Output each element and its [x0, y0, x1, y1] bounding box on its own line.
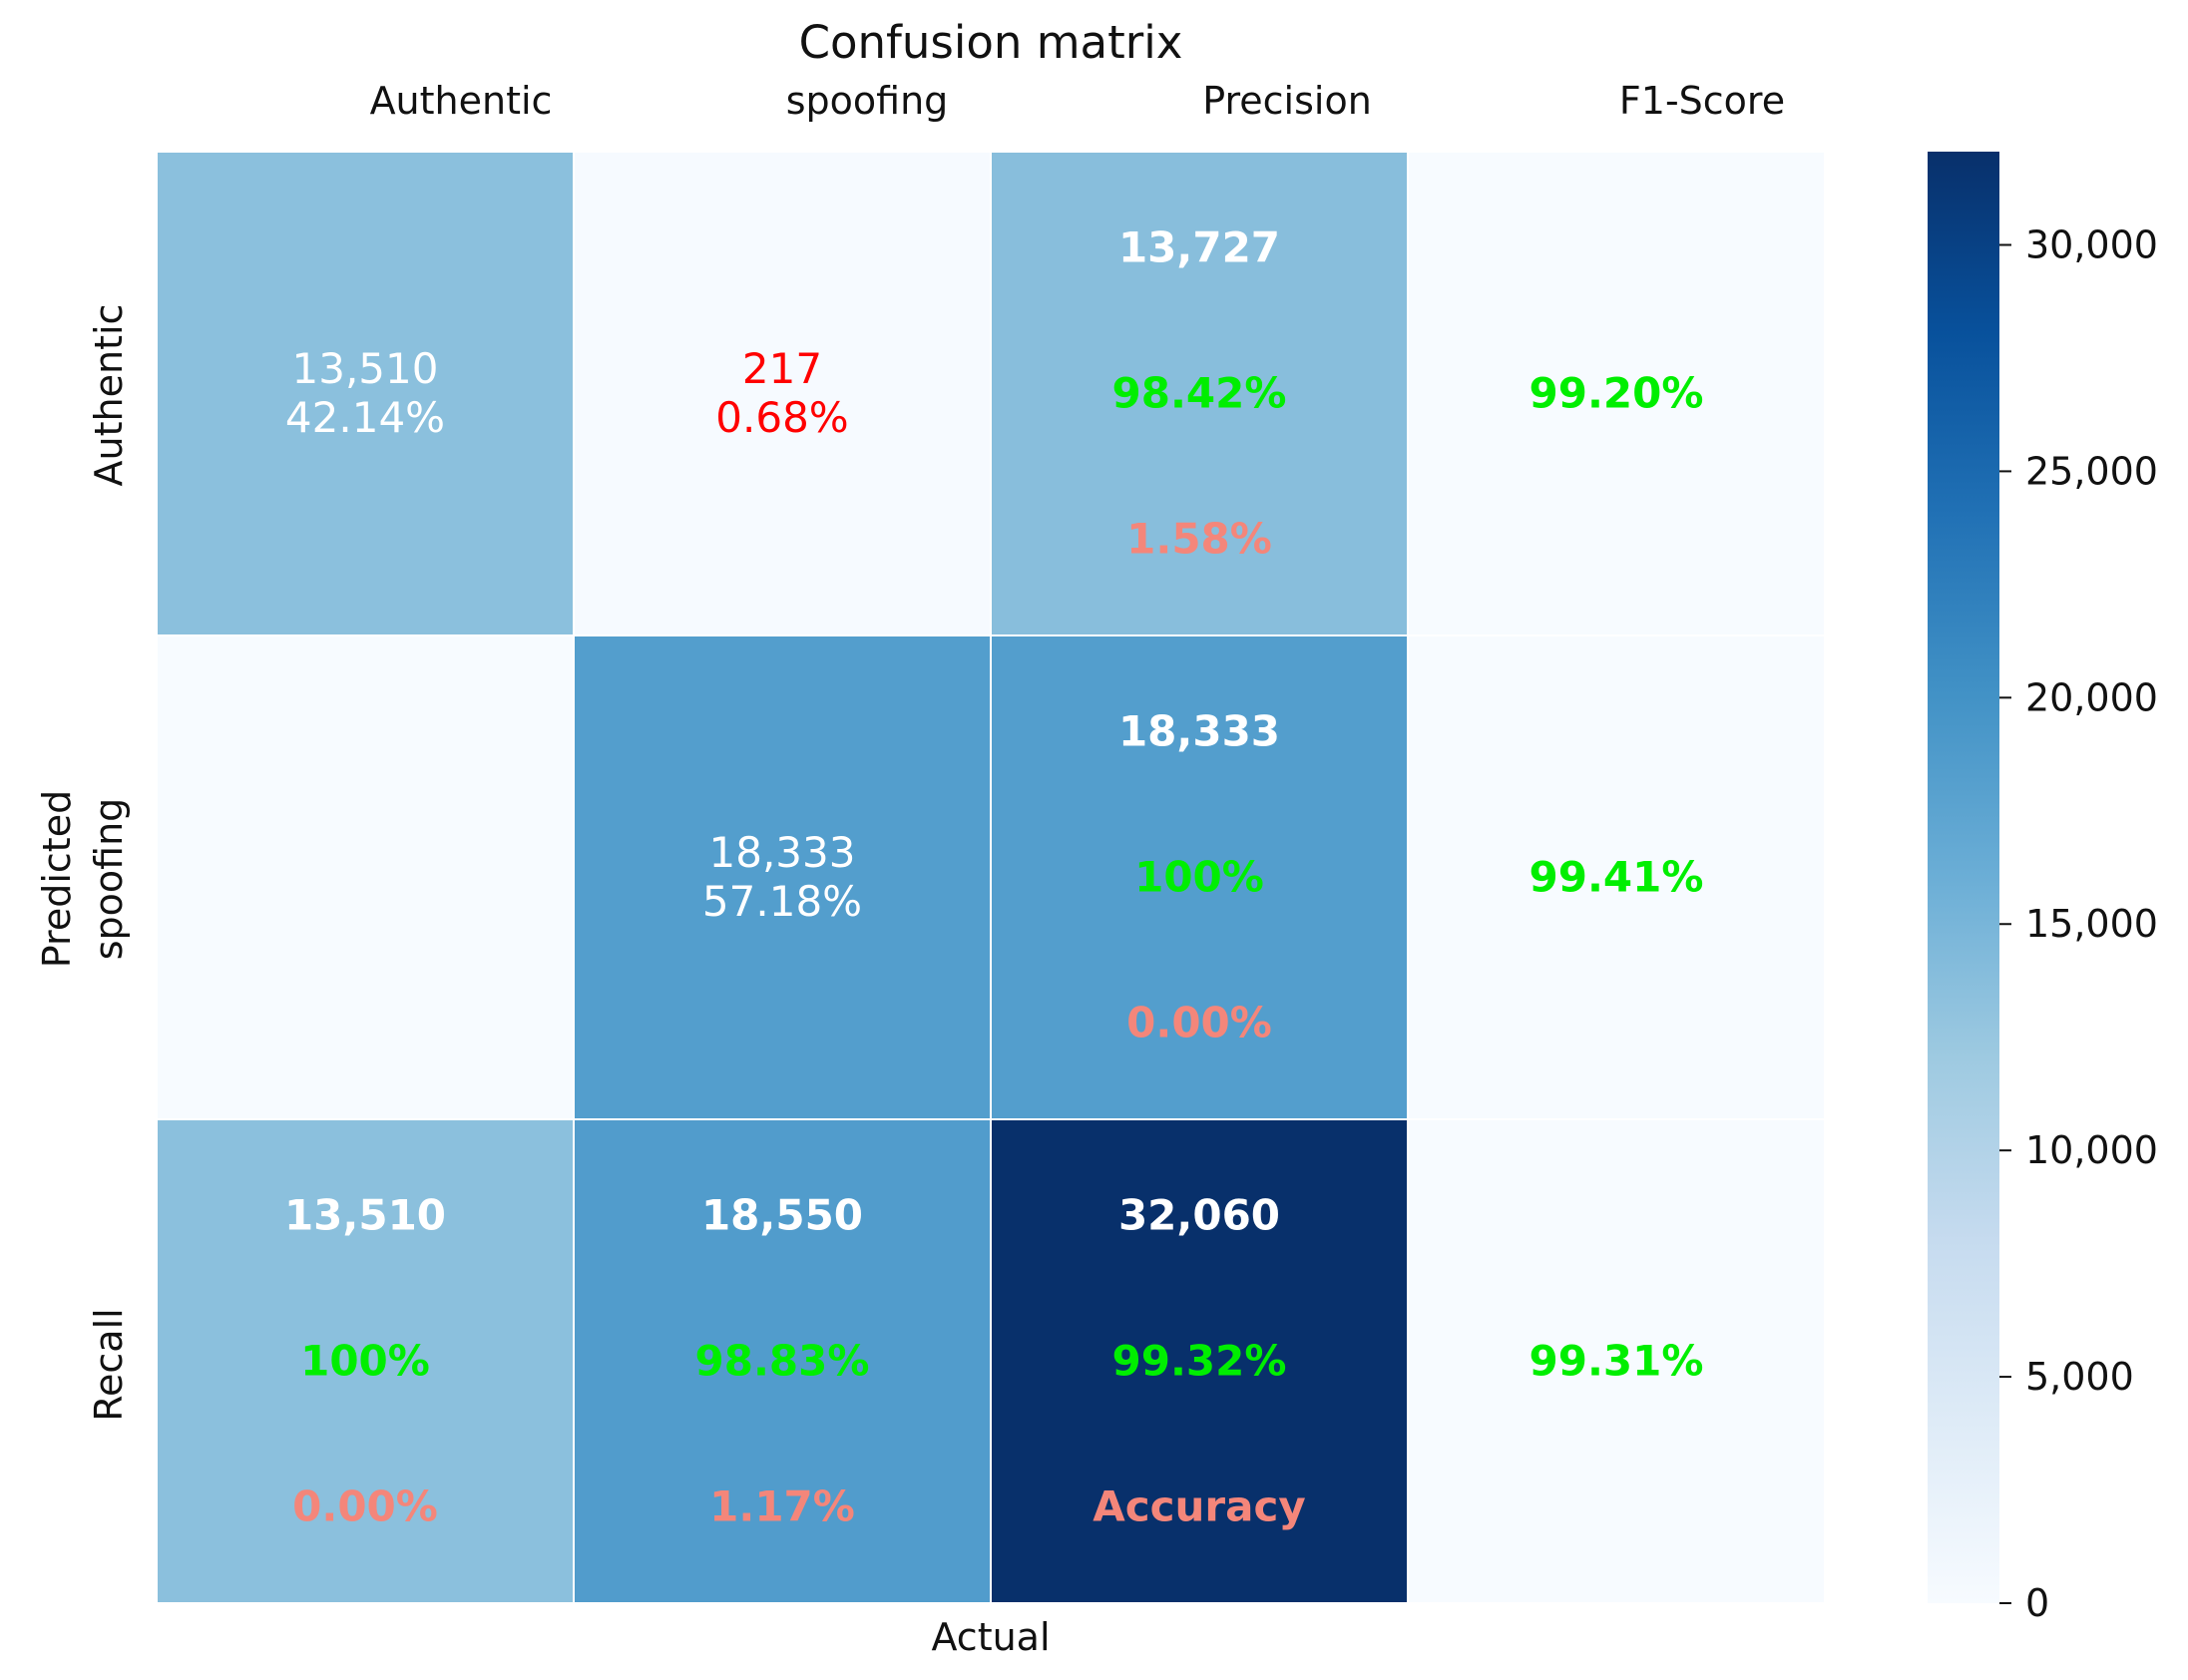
cell-label-r0-c1-1: 0.68%: [715, 393, 848, 442]
colorbar-tick-label-3: 15,000: [2025, 902, 2158, 946]
cell-label-r2-c2-2: Accuracy: [1093, 1482, 1306, 1531]
cell-label-r2-c2-0: 32,060: [1118, 1191, 1280, 1240]
heatmap-cell-r1-c0: [156, 634, 575, 1120]
heatmap-cell-r1-c1: [573, 634, 992, 1120]
row-label-authentic: Authentic: [87, 304, 131, 487]
column-label-f1-score: F1-Score: [1619, 79, 1785, 123]
colorbar-tick-label-2: 10,000: [2025, 1128, 2158, 1172]
cell-label-r2-c1-2: 1.17%: [709, 1482, 855, 1531]
colorbar: 0 5,000 10,000 15,000 20,000 25,000 30,000: [1928, 152, 2158, 1625]
heatmap-cell-r0-c2: [990, 151, 1409, 636]
colorbar-ticks: 0 5,000 10,000 15,000 20,000 25,000 30,000: [1999, 222, 2158, 1625]
heatmap-cell-r0-c1: [573, 151, 992, 636]
cell-label-r2-c0-0: 13,510: [284, 1191, 446, 1240]
cell-label-r2-c0-1: 100%: [300, 1337, 430, 1386]
heatmap-cell-r2-c1: [573, 1118, 992, 1604]
column-label-spoofing: spoofing: [786, 79, 949, 123]
heatmap-cell-r2-c3: [1407, 1118, 1826, 1604]
cell-label-r2-c2-1: 99.32%: [1112, 1337, 1287, 1386]
cell-label-r0-c3-0: 99.20%: [1530, 369, 1704, 418]
cell-label-r0-c2-2: 1.58%: [1126, 515, 1272, 564]
heatmap-cells: 13,51042.14%2170.68%13,72798.42%1.58%99.…: [156, 151, 1826, 1604]
column-label-precision: Precision: [1202, 79, 1372, 123]
colorbar-tick-label-0: 0: [2025, 1581, 2049, 1625]
heatmap-cell-r0-c0: [156, 151, 575, 636]
colorbar-tick-label-6: 30,000: [2025, 222, 2158, 266]
row-label-recall: Recall: [87, 1308, 131, 1421]
x-axis-title: Actual: [931, 1615, 1050, 1659]
colorbar-tick-label-1: 5,000: [2025, 1355, 2134, 1399]
cell-label-r1-c2-0: 18,333: [1118, 707, 1280, 756]
row-labels: Authentic spoofing Recall Predicted: [35, 304, 131, 1422]
cell-label-r0-c0-1: 42.14%: [285, 393, 445, 442]
cell-label-r0-c2-0: 13,727: [1118, 223, 1280, 272]
colorbar-gradient: [1928, 152, 1999, 1603]
cell-label-r1-c3-0: 99.41%: [1530, 853, 1704, 902]
cell-label-r1-c1-1: 57.18%: [702, 877, 862, 926]
cell-label-r2-c1-1: 98.83%: [695, 1337, 870, 1386]
cell-label-r0-c1-0: 217: [742, 344, 822, 393]
heatmap-cell-r0-c3: [1407, 151, 1826, 636]
chart-title: Confusion matrix: [799, 16, 1183, 69]
colorbar-tick-label-4: 20,000: [2025, 675, 2158, 719]
column-labels: Authentic spoofing Precision F1-Score: [370, 79, 1786, 123]
heatmap-cell-r2-c0: [156, 1118, 575, 1604]
heatmap-cell-r1-c2: [990, 634, 1409, 1120]
cell-label-r2-c0-2: 0.00%: [292, 1482, 438, 1531]
cell-label-r0-c0-0: 13,510: [292, 344, 439, 393]
y-axis-title: Predicted: [35, 790, 79, 968]
cell-label-r1-c2-2: 0.00%: [1126, 999, 1272, 1048]
column-label-authentic: Authentic: [370, 79, 553, 123]
cell-label-r1-c1-0: 18,333: [709, 828, 856, 877]
cell-label-r2-c3-0: 99.31%: [1530, 1337, 1704, 1386]
cell-label-r2-c1-0: 18,550: [701, 1191, 863, 1240]
cell-label-r0-c2-1: 98.42%: [1112, 369, 1287, 418]
heatmap-cell-r2-c2: [990, 1118, 1409, 1604]
cell-label-r1-c2-1: 100%: [1134, 853, 1264, 902]
row-label-spoofing: spoofing: [87, 798, 131, 961]
colorbar-tick-label-5: 25,000: [2025, 449, 2158, 493]
heatmap-cell-r1-c3: [1407, 634, 1826, 1120]
